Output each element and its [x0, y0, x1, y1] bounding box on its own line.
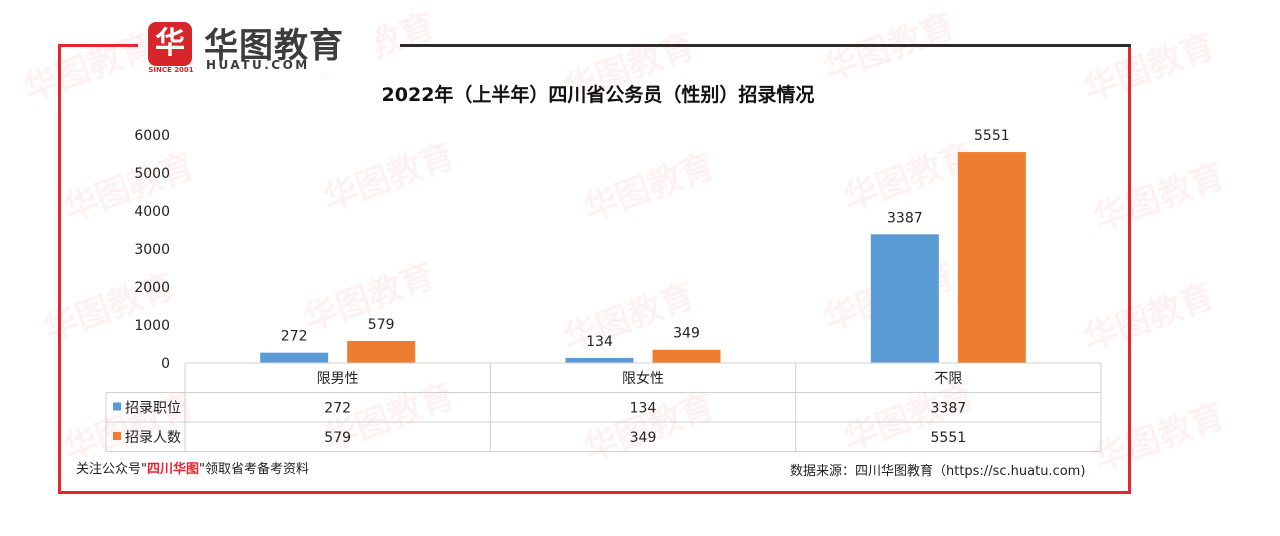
y-tick-label: 2000	[134, 280, 170, 296]
footer-follow-prefix: 关注公众号"	[76, 462, 147, 477]
y-tick-label: 6000	[134, 128, 170, 144]
y-tick-label: 0	[161, 356, 170, 372]
bar	[565, 357, 634, 363]
bar	[347, 340, 416, 363]
legend-series-name: 招录人数	[125, 430, 181, 446]
frame-top-border-red	[58, 44, 138, 47]
footer-follow-note: 关注公众号"四川华图"领取省考备考资料	[76, 458, 309, 477]
x-category-label: 不限	[934, 371, 962, 387]
frame-bottom-border	[58, 491, 1131, 494]
table-cell-value: 579	[324, 430, 351, 446]
y-tick-label: 1000	[134, 318, 170, 334]
logo-since: SINCE 2001	[148, 66, 194, 74]
table-cell-value: 3387	[931, 401, 967, 417]
data-label: 3387	[887, 210, 923, 226]
brand-logo: 华 SINCE 2001 华图教育 HUATU.COM	[146, 20, 376, 76]
bar	[260, 352, 329, 363]
frame-left-border	[58, 44, 61, 494]
logo-name-cn: 华图教育	[204, 26, 344, 66]
table-cell-value: 134	[630, 401, 657, 417]
bar	[957, 152, 1026, 363]
data-label: 5551	[974, 128, 1010, 144]
chart-title: 2022年（上半年）四川省公务员（性别）招录情况	[381, 84, 815, 106]
x-category-label: 限男性	[317, 371, 359, 387]
frame-top-border-dark	[400, 44, 1131, 47]
logo-name-en: HUATU.COM	[206, 58, 310, 72]
y-tick-label: 4000	[134, 204, 170, 220]
footer-follow-highlight: 四川华图	[146, 462, 199, 477]
legend-swatch	[113, 432, 121, 440]
data-label: 272	[281, 329, 308, 345]
y-tick-label: 3000	[134, 242, 170, 258]
x-category-label: 限女性	[622, 370, 664, 387]
legend-series-name: 招录职位	[125, 401, 181, 417]
logo-mark-icon: 华	[148, 22, 192, 66]
frame-right-border	[1128, 44, 1131, 494]
data-label: 349	[673, 326, 700, 342]
data-label: 134	[586, 334, 613, 350]
table-cell-value: 5551	[931, 430, 967, 446]
legend-swatch	[113, 402, 121, 411]
footer-data-source: 数据来源：四川华图教育（https://sc.huatu.com)	[790, 464, 1086, 479]
table-cell-value: 349	[630, 430, 657, 446]
footer-follow-suffix: "领取省考备考资料	[199, 462, 309, 477]
table-cell-value: 272	[324, 401, 351, 417]
bar	[652, 349, 721, 363]
bar	[870, 234, 939, 363]
y-tick-label: 5000	[134, 166, 170, 182]
data-label: 579	[368, 317, 395, 333]
